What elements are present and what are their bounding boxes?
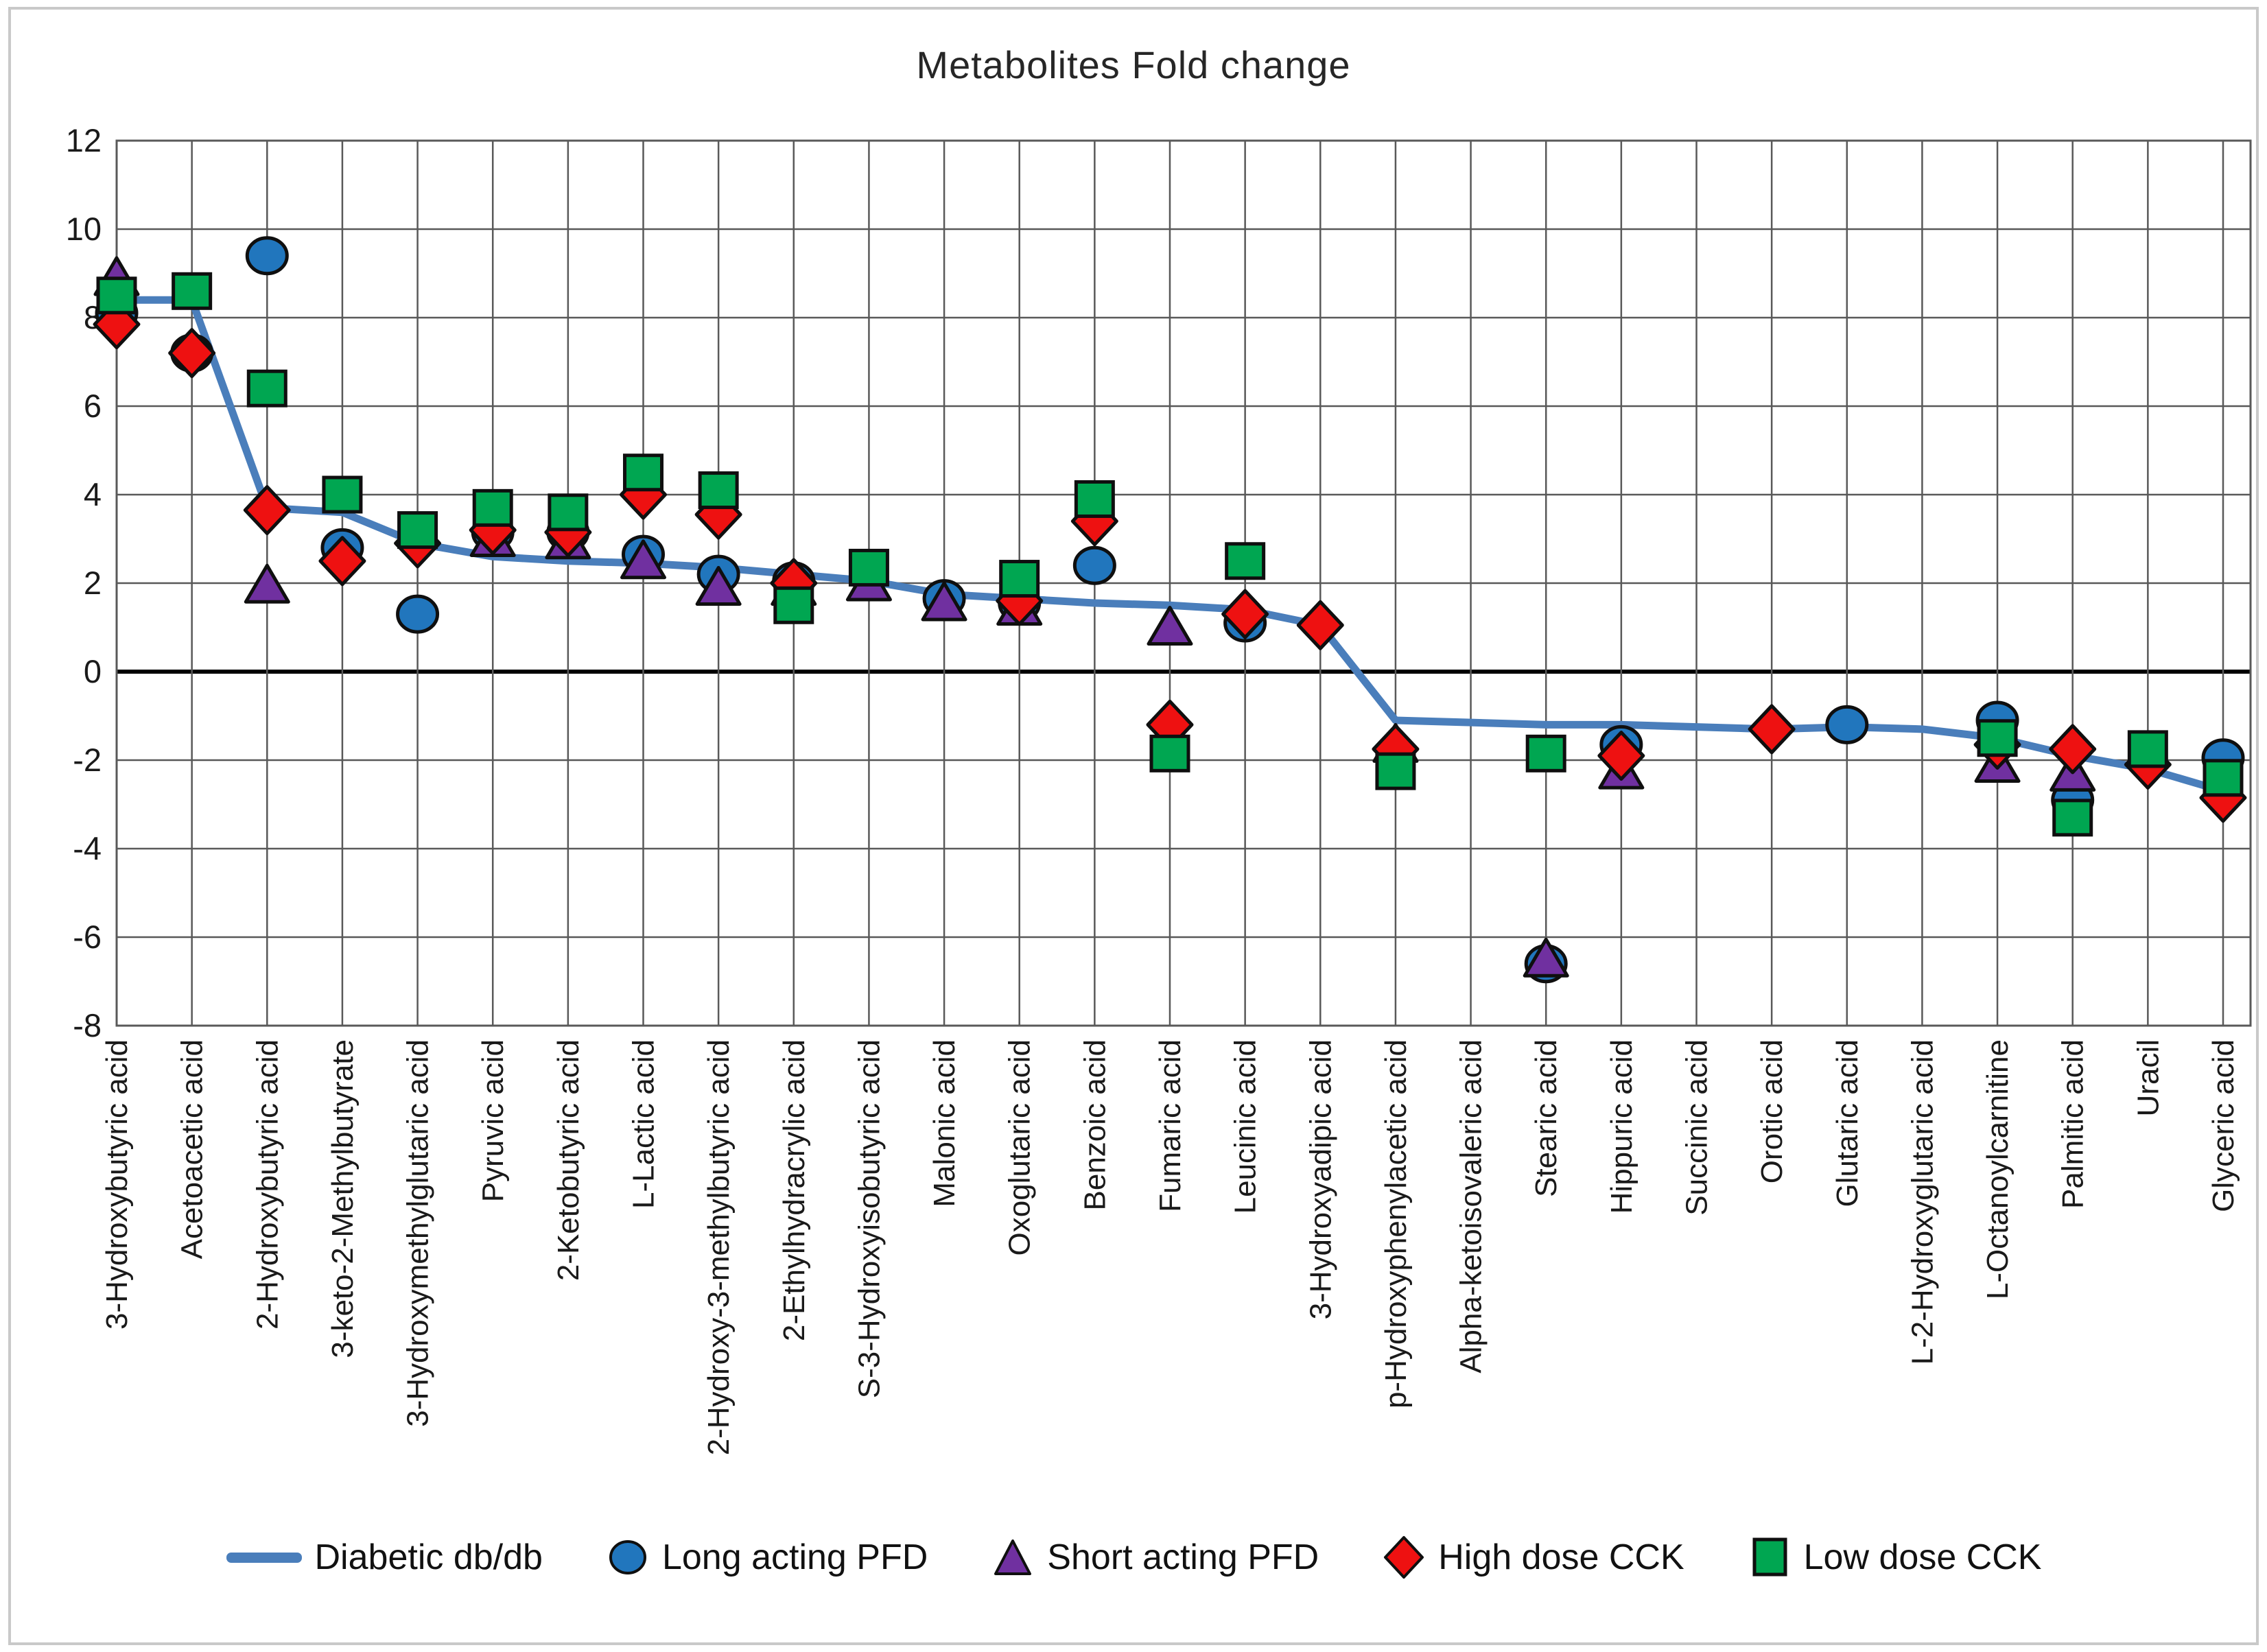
marker-triangle	[1147, 606, 1193, 646]
x-category-label: 3-Hydroxymethylglutaric acid	[401, 1039, 435, 1427]
legend-label: Short acting PFD	[1047, 1537, 1319, 1577]
plot-border	[115, 139, 2252, 1027]
marker-square	[246, 369, 287, 408]
legend-item-diabetic: Diabetic db/db	[226, 1537, 543, 1578]
x-category-label: Orotic acid	[1755, 1039, 1789, 1183]
marker-circle	[245, 236, 289, 276]
y-tick-label: 0	[84, 653, 102, 689]
marker-square	[1074, 480, 1115, 518]
marker-square	[1149, 734, 1190, 772]
marker-triangle	[695, 565, 742, 606]
marker-diamond	[318, 536, 366, 587]
marker-diamond	[1296, 600, 1344, 650]
legend-item-long-acting: Long acting PFD	[606, 1535, 928, 1579]
x-category-label: Malonic acid	[928, 1039, 961, 1207]
marker-circle	[1825, 705, 1869, 744]
x-category-label: p-Hydroxyphenylacetic acid	[1379, 1039, 1413, 1408]
y-tick-label: 2	[84, 565, 102, 601]
y-tick-label: 10	[66, 211, 102, 247]
marker-square	[397, 511, 438, 550]
marker-diamond	[1221, 589, 1269, 639]
diamond-marker-icon	[1384, 1536, 1424, 1579]
marker-square	[1225, 542, 1266, 580]
marker-triangle	[921, 581, 967, 622]
marker-triangle	[244, 563, 290, 604]
circle-marker-icon	[609, 1540, 646, 1574]
line-swatch-icon	[226, 1553, 302, 1563]
x-category-label: L-2-Hydroxyglutaric acid	[1905, 1039, 1939, 1365]
square-marker-icon	[1752, 1537, 1787, 1577]
x-category-label: L-Lactic acid	[627, 1039, 661, 1209]
marker-square	[773, 586, 814, 624]
x-category-label: 2-Hydroxybutyric acid	[250, 1039, 284, 1330]
x-category-label: Leucinic acid	[1229, 1039, 1262, 1214]
marker-square	[548, 493, 589, 532]
x-category-label: Succinic acid	[1680, 1039, 1714, 1216]
y-tick-label: 12	[66, 122, 102, 158]
marker-square	[623, 453, 663, 492]
marker-square	[2127, 730, 2168, 768]
x-category-label: Acetoacetic acid	[176, 1039, 209, 1259]
marker-square	[172, 272, 213, 310]
marker-square	[698, 471, 739, 510]
series-line-diabetic-db-db	[113, 296, 2227, 795]
marker-square	[322, 475, 363, 514]
marker-circle	[396, 594, 440, 634]
x-category-label: Palmitic acid	[2056, 1039, 2090, 1209]
marker-diamond	[2049, 724, 2097, 775]
x-category-label: Glyceric acid	[2207, 1039, 2240, 1212]
marker-diamond	[1748, 704, 1796, 755]
legend-item-low-dose: Low dose CCK	[1748, 1535, 2042, 1579]
marker-square	[1525, 734, 1566, 772]
x-category-label: Oxoglutaric acid	[1003, 1039, 1037, 1255]
marker-diamond	[168, 328, 216, 379]
legend-label: Diabetic db/db	[314, 1537, 543, 1577]
marker-square	[2052, 799, 2093, 837]
marker-square	[999, 560, 1040, 598]
marker-square	[1375, 752, 1416, 790]
chart-title: Metabolites Fold change	[916, 43, 1351, 86]
x-category-label: 3-Hydroxybutyric acid	[100, 1039, 134, 1330]
y-tick-label: -6	[73, 919, 102, 955]
x-category-label: Pyruvic acid	[476, 1039, 510, 1202]
x-category-label: Hippuric acid	[1605, 1039, 1638, 1214]
legend-label: High dose CCK	[1438, 1537, 1684, 1577]
triangle-marker-icon	[994, 1539, 1032, 1575]
legend-label: Long acting PFD	[661, 1537, 928, 1577]
marker-square	[1977, 719, 2018, 757]
y-tick-label: -8	[73, 1007, 102, 1043]
legend-label: Low dose CCK	[1803, 1537, 2042, 1577]
marker-circle	[1072, 545, 1116, 585]
x-category-label: Benzoic acid	[1078, 1039, 1112, 1210]
x-category-label: S-3-Hydroxyisobutyric acid	[852, 1039, 886, 1398]
legend: Diabetic db/db Long acting PFD Short act…	[0, 1535, 2267, 1579]
x-category-label: 2-Hydroxy-3-methylbutyric acid	[702, 1039, 736, 1455]
marker-triangle	[1523, 937, 1569, 978]
y-tick-label: 6	[84, 388, 102, 424]
x-category-label: 2-Ethylhydracrylic acid	[777, 1039, 811, 1341]
x-category-label: Stearic acid	[1529, 1039, 1563, 1197]
x-category-label: 2-Ketobutyric acid	[552, 1039, 585, 1281]
x-category-label: Alpha-ketoisovaleric acid	[1455, 1039, 1488, 1373]
marker-square	[848, 548, 889, 587]
marker-square	[472, 488, 513, 527]
x-category-label: 3-keto-2-Methylbutyrate	[326, 1039, 360, 1358]
marker-square	[96, 276, 137, 315]
legend-item-high-dose: High dose CCK	[1382, 1535, 1684, 1579]
marker-diamond	[1597, 731, 1645, 781]
y-tick-label: -4	[73, 830, 102, 866]
x-category-label: L-Octanoylcarnitine	[1981, 1039, 2015, 1299]
x-category-label: Fumaric acid	[1153, 1039, 1187, 1212]
x-category-label: Glutaric acid	[1831, 1039, 1864, 1207]
y-tick-label: 4	[84, 476, 102, 512]
x-category-label: 3-Hydroxyadipic acid	[1304, 1039, 1337, 1319]
y-tick-label: -2	[73, 742, 102, 778]
marker-diamond	[243, 485, 291, 536]
x-category-label: Uracil	[2131, 1039, 2165, 1116]
marker-triangle	[620, 539, 666, 580]
legend-item-short-acting: Short acting PFD	[991, 1535, 1319, 1579]
marker-square	[2203, 759, 2244, 797]
